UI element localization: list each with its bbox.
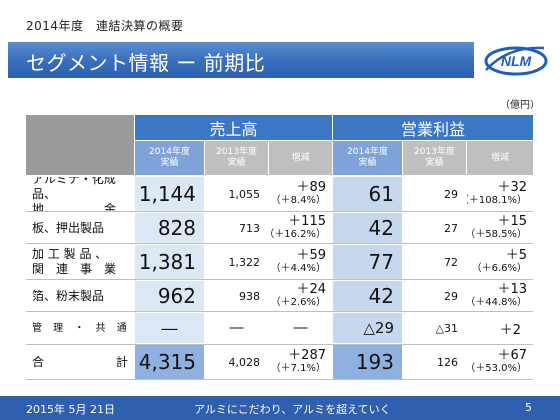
- profit-fy2014-value: △29: [333, 313, 402, 343]
- profit-change-amount: ＋5: [505, 248, 527, 263]
- profit-change-percent: （＋58.5%）: [467, 229, 527, 240]
- row-separator: [26, 344, 533, 345]
- sales-fy2014-value: 962: [135, 281, 204, 311]
- sales-change-amount: ＋115: [288, 214, 326, 229]
- footer-slogan: アルミにこだわり、アルミを超えていく: [194, 403, 391, 416]
- row-label: 箔、粉末製品: [32, 288, 105, 303]
- profit-change-percent: （＋108.1%）: [467, 195, 527, 206]
- sales-change-amount: ＋59: [296, 248, 326, 263]
- col-sales-fy2013: 2013年度 実績: [205, 141, 268, 175]
- profit-fy2014-value: 42: [333, 213, 402, 243]
- profit-change: ＋13 （＋44.8%）: [467, 281, 533, 311]
- profit-change-percent: （＋53.0%）: [467, 363, 527, 374]
- row-separator: [26, 243, 533, 244]
- sales-change-percent: （＋8.4%）: [270, 195, 326, 206]
- profit-change: ＋15 （＋58.5%）: [467, 213, 533, 243]
- profit-change-amount: ＋13: [497, 282, 527, 297]
- sales-fy2014-value: 4,315: [135, 345, 204, 379]
- col-sales-fy2014: 2014年度 実績: [135, 141, 204, 175]
- row-label: 合 計: [32, 354, 129, 369]
- row-separator: [26, 211, 533, 212]
- col-sales-change: 増減: [269, 141, 332, 175]
- row-separator: [26, 311, 533, 312]
- profit-fy2014-value: 61: [333, 177, 402, 211]
- nlm-logo: NLM: [484, 46, 548, 76]
- sales-change-amount: ＋24: [296, 282, 326, 297]
- profit-change: ＋67 （＋53.0%）: [467, 345, 533, 379]
- title-bar: [8, 42, 474, 78]
- sales-change-percent: （＋2.6%）: [270, 297, 326, 308]
- footer-rule: [0, 396, 560, 398]
- col-profit-fy2013: 2013年度 実績: [403, 141, 466, 175]
- sales-fy2013-value: 938: [239, 289, 260, 303]
- sales-fy2014-value: 1,381: [135, 245, 204, 279]
- sales-fy2014-value: 1,144: [135, 177, 204, 211]
- sales-fy2013-value: 1,322: [228, 255, 261, 269]
- slide-title: セグメント情報 ー 前期比: [26, 51, 266, 75]
- row-label: 加 工 製 品 、 関 連 事 業: [32, 247, 117, 276]
- sales-change-percent: （＋16.2%）: [269, 229, 326, 240]
- row-label: 管 理 ・ 共 通: [32, 322, 131, 334]
- row-separator: [26, 379, 533, 380]
- profit-fy2013-value: △31: [435, 321, 458, 335]
- profit-change-amount: ＋32: [497, 180, 527, 195]
- sales-fy2014-value: 828: [135, 213, 204, 243]
- sales-fy2013-value: 713: [239, 221, 260, 235]
- profit-change: ＋32（＋108.1%）: [467, 177, 533, 211]
- table-corner: [26, 115, 134, 175]
- profit-group-header: 営業利益: [333, 115, 533, 140]
- sales-change: ＋24 （＋2.6%）: [269, 281, 332, 311]
- col-profit-change: 増減: [467, 141, 533, 175]
- footer-bar: [0, 398, 560, 420]
- profit-change-amount: ＋67: [497, 348, 527, 363]
- footer-date: 2015年 5月 21日: [26, 403, 115, 416]
- profit-fy2013-value: 29: [444, 187, 458, 201]
- profit-change-percent: （＋44.8%）: [467, 297, 527, 308]
- svg-text:NLM: NLM: [501, 53, 532, 69]
- profit-fy2013-value: 27: [444, 221, 458, 235]
- profit-fy2013-value: 126: [437, 355, 458, 369]
- profit-fy2014-value: 77: [333, 245, 402, 279]
- row-label: アルミナ・化成品、 地 金: [32, 177, 117, 211]
- profit-change: ＋5 （＋6.6%）: [467, 245, 533, 279]
- unit-label: （億円）: [500, 100, 540, 111]
- sales-change: ＋59 （＋4.4%）: [269, 245, 332, 279]
- sales-change-percent: （＋4.4%）: [270, 263, 326, 274]
- sales-fy2014-value: ―: [135, 313, 204, 343]
- sales-fy2013-value: ―: [229, 320, 244, 336]
- sales-fy2013-value: 4,028: [228, 355, 261, 369]
- sales-change-percent: （＋7.1%）: [270, 363, 326, 374]
- sales-group-header: 売上高: [135, 115, 332, 140]
- col-profit-fy2014: 2014年度 実績: [333, 141, 402, 175]
- profit-fy2014-value: 42: [333, 281, 402, 311]
- sales-change: ＋287 （＋7.1%）: [269, 345, 332, 379]
- sales-change-amount: ＋287: [288, 348, 326, 363]
- slide-subtitle: 2014年度 連結決算の概要: [26, 19, 184, 33]
- sales-change: ＋89 （＋8.4%）: [269, 177, 332, 211]
- profit-fy2013-value: 72: [444, 255, 458, 269]
- sales-change: ＋115 （＋16.2%）: [269, 213, 332, 243]
- logo-swoosh-icon: [484, 46, 548, 76]
- row-separator: [26, 279, 533, 280]
- row-label: 板、押出製品: [32, 220, 105, 235]
- sales-change-amount: ―: [293, 320, 308, 336]
- sales-fy2013-value: 1,055: [228, 187, 261, 201]
- profit-change-amount: ＋15: [497, 214, 527, 229]
- profit-change-amount: ＋2: [499, 322, 521, 338]
- profit-fy2014-value: 193: [333, 345, 402, 379]
- sales-change-amount: ＋89: [296, 180, 326, 195]
- page-number: 5: [525, 401, 532, 414]
- profit-fy2013-value: 29: [444, 289, 458, 303]
- profit-change-percent: （＋6.6%）: [471, 263, 527, 274]
